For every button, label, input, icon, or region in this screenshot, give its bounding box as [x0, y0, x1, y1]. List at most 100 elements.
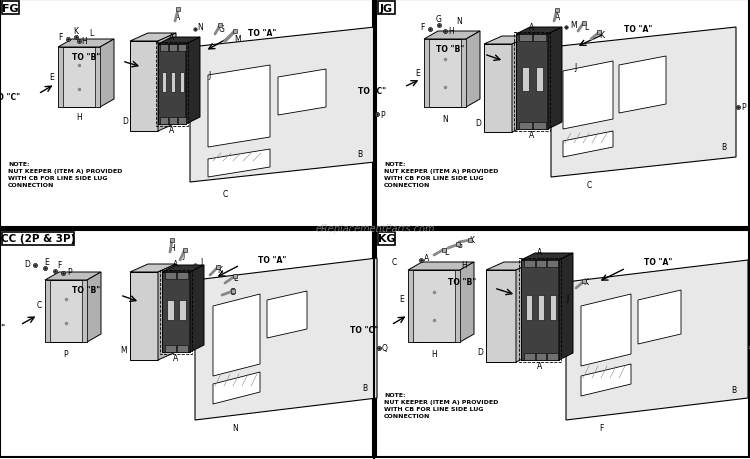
Text: G: G: [219, 25, 225, 34]
Text: A: A: [537, 362, 542, 371]
Text: D: D: [475, 118, 481, 127]
Text: KG: KG: [378, 234, 395, 244]
Bar: [2, 233, 74, 246]
Text: A: A: [537, 248, 542, 257]
Polygon shape: [521, 260, 559, 360]
Polygon shape: [512, 37, 530, 133]
Text: M: M: [235, 35, 242, 45]
Polygon shape: [486, 263, 534, 270]
Polygon shape: [548, 28, 562, 130]
Bar: [160, 270, 192, 354]
Polygon shape: [424, 40, 466, 108]
Polygon shape: [162, 272, 190, 352]
Polygon shape: [45, 272, 101, 280]
Text: A: A: [424, 254, 430, 263]
Polygon shape: [58, 48, 63, 108]
Polygon shape: [526, 295, 532, 320]
Bar: [0, 0, 373, 228]
Polygon shape: [161, 73, 166, 93]
Polygon shape: [563, 62, 613, 130]
Polygon shape: [178, 118, 186, 125]
Polygon shape: [95, 48, 100, 108]
Text: A: A: [173, 354, 178, 363]
Polygon shape: [550, 295, 556, 320]
Polygon shape: [213, 294, 260, 376]
Polygon shape: [536, 260, 547, 268]
Text: TO "C": TO "C": [0, 93, 20, 102]
Polygon shape: [536, 353, 547, 360]
Text: A: A: [170, 33, 175, 41]
Bar: [519, 258, 561, 362]
Text: J: J: [567, 294, 569, 303]
Text: F: F: [57, 261, 62, 270]
Text: TO "B": TO "B": [448, 278, 476, 287]
Polygon shape: [484, 45, 512, 133]
Polygon shape: [167, 300, 174, 320]
Text: NOTE:
NUT KEEPER (ITEM A) PROVIDED
WITH CB FOR LINE SIDE LUG
CONNECTION: NOTE: NUT KEEPER (ITEM A) PROVIDED WITH …: [384, 392, 498, 418]
Polygon shape: [45, 280, 87, 342]
Polygon shape: [186, 38, 200, 125]
Text: A: A: [530, 22, 535, 31]
Text: G: G: [230, 288, 236, 297]
Text: K: K: [74, 28, 79, 36]
Polygon shape: [165, 345, 176, 352]
Text: M: M: [571, 21, 578, 29]
Text: NOTE:
NUT KEEPER (ITEM A) PROVIDED
WITH CB FOR LINE SIDE LUG
CONNECTION: NOTE: NUT KEEPER (ITEM A) PROVIDED WITH …: [384, 162, 498, 188]
Text: H: H: [448, 28, 454, 36]
Text: F: F: [58, 34, 62, 42]
Polygon shape: [158, 264, 176, 360]
Text: H: H: [81, 38, 87, 46]
Polygon shape: [566, 260, 748, 420]
Text: A: A: [555, 13, 560, 22]
Polygon shape: [82, 280, 87, 342]
Text: E: E: [416, 69, 420, 78]
Text: J: J: [201, 258, 203, 267]
Text: C: C: [36, 301, 42, 310]
Text: F: F: [598, 424, 603, 432]
Polygon shape: [278, 70, 326, 116]
Polygon shape: [130, 264, 176, 272]
Text: L: L: [584, 22, 588, 31]
Polygon shape: [170, 73, 176, 93]
Text: H: H: [76, 113, 82, 122]
Polygon shape: [45, 280, 50, 342]
Text: D: D: [122, 117, 128, 126]
Polygon shape: [521, 253, 573, 260]
Text: A: A: [530, 131, 535, 140]
Polygon shape: [169, 118, 177, 125]
Polygon shape: [524, 353, 535, 360]
Text: TO "C": TO "C": [0, 324, 5, 333]
Text: G: G: [457, 241, 463, 250]
Polygon shape: [179, 73, 184, 93]
Polygon shape: [533, 35, 546, 42]
Polygon shape: [208, 150, 270, 178]
Polygon shape: [208, 66, 270, 148]
Text: E: E: [400, 295, 404, 304]
Text: E: E: [45, 258, 50, 267]
Text: FG: FG: [2, 4, 19, 13]
Text: J: J: [574, 63, 578, 73]
Polygon shape: [160, 45, 168, 52]
Text: TO "A": TO "A": [248, 28, 276, 38]
Text: eReplacementParts.com: eReplacementParts.com: [315, 224, 435, 234]
Text: JG: JG: [380, 4, 393, 13]
Polygon shape: [638, 291, 681, 344]
Polygon shape: [460, 263, 474, 342]
Text: H: H: [431, 350, 436, 359]
Text: B: B: [722, 143, 727, 152]
Bar: [376, 0, 749, 228]
Polygon shape: [162, 265, 204, 272]
Polygon shape: [169, 45, 177, 52]
Text: P: P: [64, 350, 68, 359]
Polygon shape: [461, 40, 466, 108]
Polygon shape: [484, 37, 530, 45]
Polygon shape: [58, 40, 114, 48]
Text: L: L: [88, 29, 93, 39]
Polygon shape: [516, 35, 548, 130]
Text: TO "C": TO "C": [358, 87, 386, 96]
Text: F: F: [420, 23, 424, 33]
Polygon shape: [563, 132, 613, 157]
Polygon shape: [177, 345, 188, 352]
Polygon shape: [58, 48, 100, 108]
Text: TO "B": TO "B": [436, 45, 464, 54]
